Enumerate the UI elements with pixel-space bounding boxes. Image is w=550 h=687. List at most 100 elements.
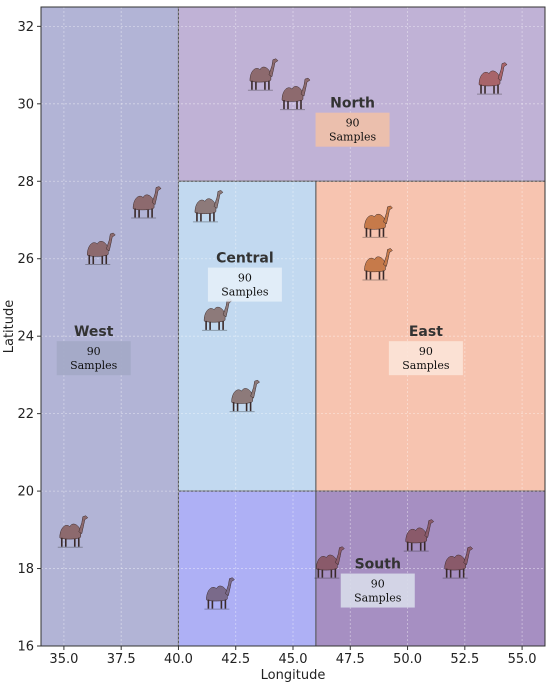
label-layer: West90SamplesNorth90SamplesCentral90Samp…	[56, 96, 463, 608]
camel-icon	[477, 62, 508, 95]
y-axis-label: Latitude	[2, 300, 17, 354]
x-tick-label: 50.0	[393, 652, 422, 667]
camel-legs	[232, 402, 252, 412]
x-tick-label: 45.0	[279, 652, 308, 667]
ticks-layer: 35.0 37.5 40.0 42.5 45.0 47.5 50.0 52.5 55.0 16 18…	[17, 20, 536, 667]
camel-legs	[365, 270, 385, 280]
region-west-sample-count: 90	[87, 345, 101, 358]
camel-legs	[60, 537, 80, 547]
camel-body	[249, 66, 272, 83]
region-north-area	[177, 6, 546, 182]
camel-neck	[151, 186, 162, 205]
x-tick-label: 37.5	[107, 652, 136, 667]
camel-icon	[192, 190, 224, 223]
y-tick-label: 26	[17, 252, 34, 267]
camel-legs	[207, 599, 227, 609]
x-tick-label: 47.5	[336, 652, 365, 667]
camel-neck	[424, 519, 435, 538]
region-west-sample-word: Samples	[70, 359, 118, 372]
camel-body	[87, 241, 109, 257]
camel-neck	[225, 577, 235, 597]
y-tick-label: 20	[17, 485, 34, 500]
camel-body	[206, 585, 228, 602]
x-tick-label: 55.0	[508, 652, 537, 667]
region-west-sample-box	[56, 341, 131, 376]
camel-icon	[229, 379, 260, 413]
x-tick-label: 52.5	[450, 652, 479, 667]
camel-body	[478, 70, 501, 87]
region-west-name: West	[74, 324, 114, 340]
region-north-name: North	[330, 96, 375, 112]
camel-icon	[247, 58, 279, 91]
camel-neck	[463, 546, 474, 566]
camel-legs	[445, 568, 465, 578]
region-east-name: East	[409, 324, 443, 340]
y-tick-label: 28	[17, 175, 34, 190]
region-east-sample-box	[388, 341, 463, 376]
camel-legs	[196, 212, 215, 222]
camel-legs	[283, 100, 302, 110]
grid-layer	[41, 7, 545, 647]
region-east-sample-count: 90	[419, 345, 433, 358]
camel-layer	[57, 58, 508, 610]
x-tick-label: 35.0	[49, 652, 78, 667]
y-tick-label: 18	[17, 562, 34, 577]
camel-body	[444, 554, 466, 571]
camel-neck	[213, 190, 224, 209]
region-north-sample-word: Samples	[329, 131, 377, 144]
region-south-sample-box	[340, 573, 415, 608]
region-south-sample-count: 90	[371, 578, 385, 591]
region-central-area	[177, 180, 317, 492]
camel-body	[281, 86, 304, 102]
camel-neck	[335, 546, 345, 566]
region-central-sample-count: 90	[238, 272, 252, 285]
y-tick-label: 22	[17, 407, 34, 422]
camel-body	[316, 554, 338, 571]
camel-legs	[88, 254, 108, 264]
camel-legs	[205, 320, 224, 330]
region-east-area	[315, 180, 546, 492]
camel-body	[132, 194, 155, 211]
y-tick-label: 24	[17, 330, 34, 345]
region-south-area	[177, 490, 317, 647]
x-axis-label: Longitude	[261, 668, 326, 683]
camel-legs	[365, 227, 385, 237]
camel-icon	[362, 205, 393, 238]
camel-icon	[57, 515, 89, 548]
camel-neck	[383, 205, 393, 225]
camel-legs	[251, 80, 270, 90]
x-tick-label: 40.0	[164, 652, 193, 667]
regions-layer	[40, 6, 546, 647]
camel-body	[59, 523, 82, 540]
camel-legs	[317, 568, 337, 578]
camel-icon	[85, 232, 116, 265]
camel-body	[231, 388, 253, 404]
camel-body	[194, 198, 217, 215]
region-north-sample-count: 90	[346, 117, 360, 130]
region-south-area	[315, 490, 546, 647]
region-west-area	[40, 6, 179, 647]
camel-neck	[105, 232, 116, 252]
camel-neck	[497, 62, 508, 81]
region-central-sample-word: Samples	[221, 286, 269, 299]
camel-neck	[250, 379, 260, 399]
camel-icon	[314, 546, 345, 579]
region-south-name: South	[355, 557, 401, 573]
region-south-sample-word: Samples	[354, 592, 402, 605]
camel-icon	[403, 519, 435, 552]
camel-icon	[202, 298, 233, 331]
region-north-sample-box	[315, 112, 390, 147]
camel-icon	[131, 186, 162, 219]
x-tick-label: 42.5	[221, 652, 250, 667]
y-tick-label: 30	[17, 97, 34, 112]
camel-neck	[300, 77, 311, 97]
y-tick-label: 16	[17, 640, 34, 655]
camel-body	[405, 527, 427, 544]
camel-legs	[134, 208, 153, 218]
camel-body	[364, 256, 386, 273]
camel-legs	[406, 541, 426, 551]
camel-icon	[280, 77, 311, 111]
camel-neck	[383, 248, 393, 267]
region-east-sample-word: Samples	[402, 359, 450, 372]
